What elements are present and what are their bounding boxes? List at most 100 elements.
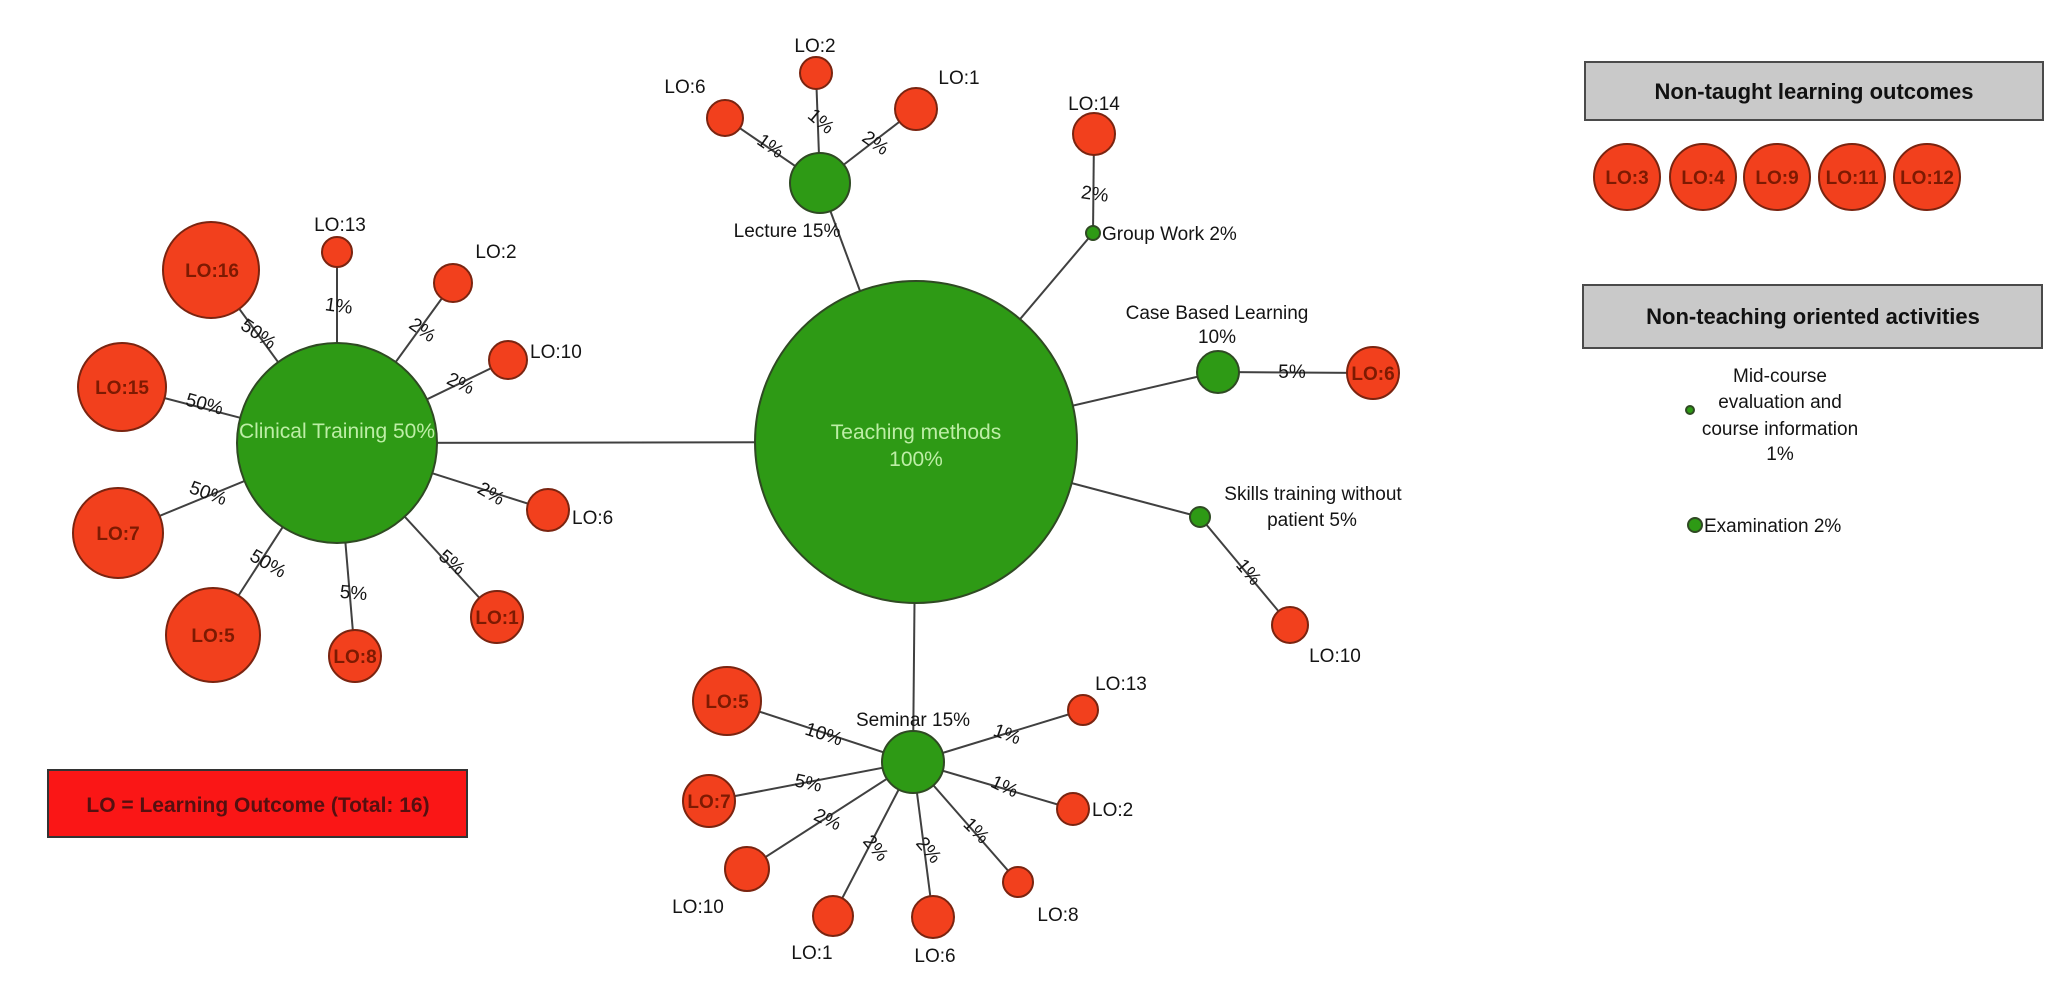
nontaught-lo12-label: LO:12 bbox=[1900, 168, 1954, 189]
lecture-lo1-label: LO:1 bbox=[938, 68, 979, 89]
seminar-lo8-label: LO:8 bbox=[1037, 905, 1078, 926]
nontaught-lo11-label: LO:11 bbox=[1826, 168, 1879, 189]
teaching-methods-label: Teaching methods bbox=[831, 421, 1001, 444]
teaching-methods-percent: 100% bbox=[889, 448, 943, 471]
node-lecture-lo2 bbox=[799, 56, 833, 90]
node-lecture-lo1 bbox=[894, 87, 938, 131]
clinical-lo13-label: LO:13 bbox=[314, 215, 366, 236]
node-nontaught-lo9 bbox=[1743, 143, 1811, 211]
node-clinical-training bbox=[236, 342, 438, 544]
seminar-lo2-label: LO:2 bbox=[1092, 800, 1133, 821]
panel-non-teaching: Non-teaching oriented activities Mid-cou… bbox=[1582, 284, 2043, 537]
midcourse-label-line3: course information bbox=[1702, 419, 1858, 440]
weight-seminar-lo2: 1% bbox=[987, 772, 1021, 803]
skills-training-label-line1: Skills training without bbox=[1224, 484, 1402, 505]
clinical-lo7-label: LO:7 bbox=[96, 524, 139, 545]
legend: LO = Learning Outcome (Total: 16) bbox=[47, 769, 468, 838]
nontaught-lo3-label: LO:3 bbox=[1605, 168, 1648, 189]
casebased-lo6-label: LO:6 bbox=[1351, 364, 1394, 385]
weight-seminar-lo6: 2% bbox=[911, 833, 945, 868]
weight-clinical-lo1: 5% bbox=[434, 546, 469, 580]
midcourse-label-line2: evaluation and bbox=[1718, 392, 1842, 413]
weight-clinical-lo13: 1% bbox=[324, 294, 354, 319]
node-clinical-lo1 bbox=[470, 590, 524, 644]
clinical-lo1-label: LO:1 bbox=[475, 608, 519, 629]
seminar-label: Seminar 15% bbox=[856, 710, 970, 731]
legend-text: LO = Learning Outcome (Total: 16) bbox=[86, 794, 429, 817]
clinical-training-label: Clinical Training 50% bbox=[239, 420, 435, 443]
node-lecture bbox=[789, 152, 851, 214]
node-seminar-lo5 bbox=[692, 666, 762, 736]
node-clinical-lo15 bbox=[77, 342, 167, 432]
edge-seminar-lo7 bbox=[708, 761, 914, 802]
lecture-lo6-label: LO:6 bbox=[664, 77, 705, 98]
non-taught-title: Non-taught learning outcomes bbox=[1655, 79, 1974, 104]
seminar-lo5-label: LO:5 bbox=[705, 692, 749, 713]
node-lecture-lo6 bbox=[706, 99, 744, 137]
edge-seminar-lo10 bbox=[746, 761, 914, 870]
node-clinical-lo5 bbox=[165, 587, 261, 683]
non-taught-title-box bbox=[1584, 61, 2044, 121]
seminar-lo1-label: LO:1 bbox=[791, 943, 832, 964]
node-seminar-lo10 bbox=[724, 846, 770, 892]
weight-lecture-lo2: 1% bbox=[803, 105, 838, 139]
seminar-lo10-label: LO:10 bbox=[672, 897, 724, 918]
weight-clinical-lo6: 2% bbox=[474, 478, 508, 510]
node-seminar-lo7 bbox=[682, 774, 736, 828]
node-nontaught-lo12 bbox=[1893, 143, 1961, 211]
weight-seminar-lo1: 2% bbox=[858, 831, 892, 866]
weight-clinical-lo15: 50% bbox=[183, 390, 225, 420]
non-teaching-title-box bbox=[1582, 284, 2043, 349]
case-based-percent: 10% bbox=[1198, 327, 1236, 348]
weight-groupwork-lo14: 2% bbox=[1080, 182, 1110, 207]
node-clinical-lo13 bbox=[321, 236, 353, 268]
seminar-lo13-label: LO:13 bbox=[1095, 674, 1147, 695]
lecture-lo2-label: LO:2 bbox=[794, 36, 835, 57]
node-clinical-lo7 bbox=[72, 487, 164, 579]
weight-seminar-lo7: 5% bbox=[793, 770, 824, 796]
node-clinical-lo16 bbox=[162, 221, 260, 319]
clinical-lo2-label: LO:2 bbox=[475, 242, 516, 263]
node-clinical-lo10 bbox=[488, 340, 528, 380]
weight-clinical-lo7: 50% bbox=[186, 477, 229, 510]
weight-clinical-lo10: 2% bbox=[443, 369, 477, 400]
examination-label: Examination 2% bbox=[1704, 516, 1841, 537]
node-groupwork-lo14 bbox=[1072, 112, 1116, 156]
node-skills-lo10 bbox=[1271, 606, 1309, 644]
weight-seminar-lo5: 10% bbox=[802, 719, 845, 751]
weight-casebased-lo6: 5% bbox=[1278, 362, 1306, 383]
edge-skills-lo10 bbox=[1199, 516, 1291, 626]
node-case-based-learning bbox=[1196, 350, 1240, 394]
non-teaching-title: Non-teaching oriented activities bbox=[1646, 304, 1980, 329]
node-nontaught-lo4 bbox=[1669, 143, 1737, 211]
node-teaching-methods bbox=[754, 280, 1078, 604]
node-seminar-lo13 bbox=[1067, 694, 1099, 726]
skills-lo10-label: LO:10 bbox=[1309, 646, 1361, 667]
panel-non-taught: Non-taught learning outcomes LO:3 LO:4 L… bbox=[1584, 61, 2044, 211]
seminar-lo7-label: LO:7 bbox=[687, 792, 730, 813]
clinical-lo5-label: LO:5 bbox=[191, 626, 235, 647]
leaf-nodes bbox=[72, 56, 1400, 939]
case-based-label: Case Based Learning bbox=[1126, 303, 1309, 324]
weight-clinical-lo8: 5% bbox=[339, 582, 368, 605]
node-seminar-lo1 bbox=[812, 895, 854, 937]
node-clinical-lo8 bbox=[328, 629, 382, 683]
node-group-work bbox=[1085, 225, 1101, 241]
node-skills-training bbox=[1189, 506, 1211, 528]
weight-seminar-lo13: 1% bbox=[990, 720, 1023, 749]
lecture-label: Lecture 15% bbox=[734, 221, 841, 242]
clinical-lo10-label: LO:10 bbox=[530, 342, 582, 363]
node-midcourse-dot bbox=[1685, 405, 1695, 415]
node-clinical-lo6 bbox=[526, 488, 570, 532]
node-casebased-lo6 bbox=[1346, 346, 1400, 400]
skills-training-label-line2: patient 5% bbox=[1267, 510, 1357, 531]
legend-box bbox=[47, 769, 468, 838]
weight-clinical-lo5: 50% bbox=[246, 546, 290, 583]
node-seminar-lo6 bbox=[911, 895, 955, 939]
node-nontaught-lo11 bbox=[1818, 143, 1886, 211]
node-clinical-lo2 bbox=[433, 263, 473, 303]
node-seminar bbox=[881, 730, 945, 794]
node-seminar-lo8 bbox=[1002, 866, 1034, 898]
